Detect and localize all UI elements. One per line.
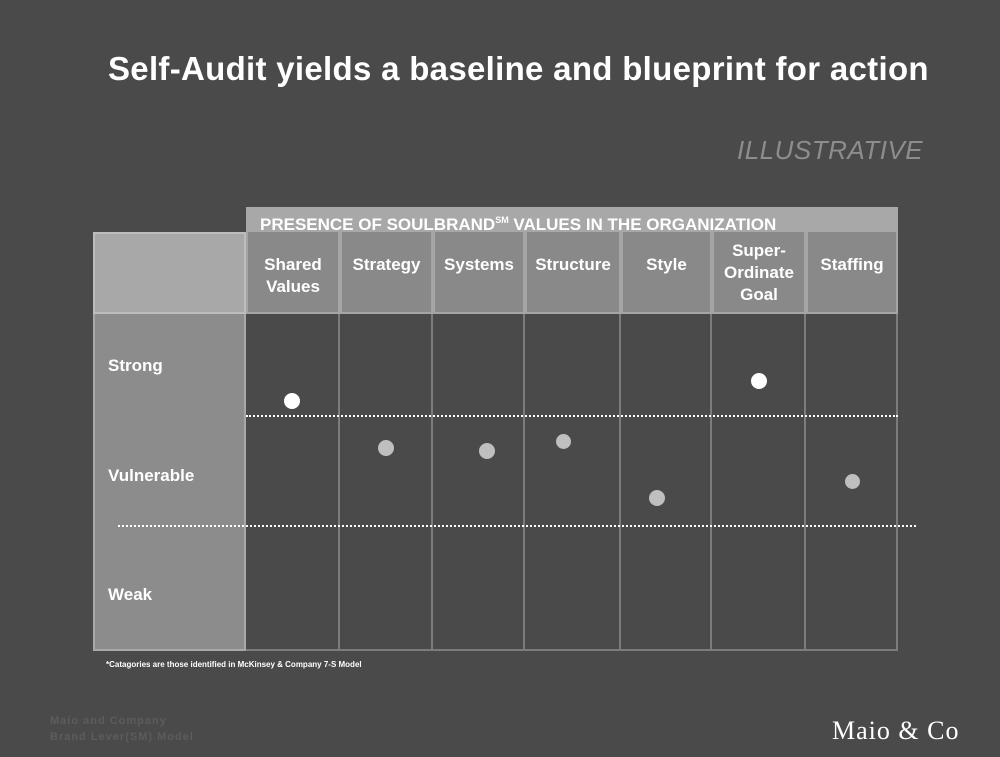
footnote: *Catagories are those identified in McKi… [106, 660, 362, 669]
grid-cell [433, 314, 525, 651]
col-header-structure: Structure [525, 232, 621, 314]
watermark-line: Brand Lever(SM) Model [50, 731, 194, 743]
row-label-vulnerable: Vulnerable [108, 466, 195, 485]
illustrative-label: ILLUSTRATIVE [737, 135, 924, 165]
rating-point [844, 474, 860, 489]
col-header-shared-values: Shared Values [246, 232, 340, 314]
rating-point [479, 443, 495, 460]
col-header-strategy: Strategy [340, 232, 433, 314]
col-label: Systems [444, 255, 514, 274]
col-header-staffing: Staffing [806, 232, 898, 314]
col-label: Super- Ordinate Goal [724, 241, 794, 304]
row-label-weak: Weak [108, 585, 153, 604]
grid-cell [525, 314, 621, 651]
grid-cell [712, 314, 806, 651]
watermark-line: Maio and Company [50, 715, 167, 727]
watermark: Maio and Company Brand Lever(SM) Model [50, 713, 194, 745]
col-label: Structure [535, 255, 611, 274]
col-label: Staffing [820, 255, 884, 274]
col-header-super-ordinate-goal: Super- Ordinate Goal [712, 232, 806, 314]
vulnerable-weak-divider [118, 525, 916, 527]
grid-cell [340, 314, 433, 651]
col-label: Shared Values [264, 255, 322, 296]
banner-text-rest: VALUES IN THE ORGANIZATION [508, 215, 777, 234]
rating-point [284, 393, 300, 410]
grid-cell [246, 314, 340, 651]
col-label: Style [646, 255, 687, 274]
table-banner: PRESENCE OF SOULBRANDSM VALUES IN THE OR… [246, 207, 898, 234]
slide-title: Self-Audit yields a baseline and bluepri… [108, 50, 929, 87]
banner-text: PRESENCE OF SOULBRAND [260, 215, 496, 234]
rating-point [649, 490, 665, 507]
rating-point [378, 440, 394, 456]
grid-cell [621, 314, 712, 651]
col-header-systems: Systems [433, 232, 525, 314]
company-logo: Maio & Co [832, 716, 960, 745]
rating-point [751, 373, 767, 389]
rating-point [555, 433, 571, 449]
row-label-column [93, 314, 246, 651]
table-corner [93, 232, 246, 314]
row-label-strong: Strong [108, 356, 163, 375]
service-mark: SM [495, 215, 509, 225]
col-header-style: Style [621, 232, 712, 314]
col-label: Strategy [352, 255, 421, 274]
strong-vulnerable-divider [246, 415, 898, 417]
